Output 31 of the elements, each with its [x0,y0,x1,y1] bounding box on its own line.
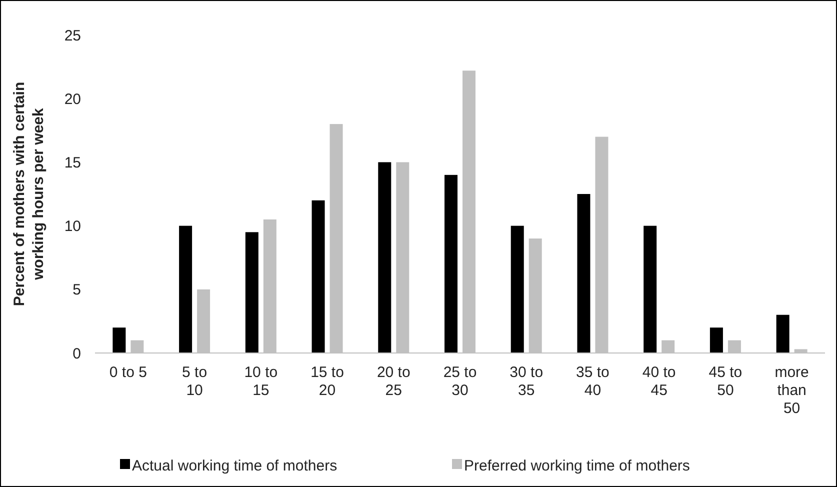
x-tick-label: 25 to 30 [443,364,477,399]
bar [577,194,590,353]
bar [444,174,458,353]
x-tick-label: 0 to 5 [109,364,147,381]
y-tick-label: 15 [64,154,81,172]
y-axis-title: Percent of mothers with certain working hours per week [11,82,47,306]
bar [112,328,126,353]
bar [776,314,790,353]
x-tick-label: 35 to 40 [576,364,610,399]
bar [510,226,524,353]
y-tick-label: 0 [72,345,81,362]
x-tick-label: 10 to 15 [244,364,278,399]
y-tick-label: 10 [64,218,81,236]
x-tick-label: 30 to 35 [510,364,544,399]
bar [644,226,657,353]
legend-label: Actual working time of mothers [132,457,338,474]
bar [710,328,723,353]
bar [179,226,192,353]
y-tick-label: 5 [72,282,81,299]
bar [312,200,325,353]
x-tick-label: more than 50 [774,364,809,417]
x-tick-label: 45 to 50 [708,364,742,399]
bar [245,232,258,353]
x-tick-label: 15 to 20 [310,364,344,399]
x-tick-label: 40 to 45 [642,364,676,399]
y-tick-label: 20 [64,90,81,108]
x-tick-label: 5 to 10 [182,364,208,399]
y-tick-label: 25 [64,27,81,44]
legend-label: Preferred working time of mothers [464,457,690,474]
x-tick-label: 20 to 25 [376,364,410,399]
bar [378,162,392,353]
